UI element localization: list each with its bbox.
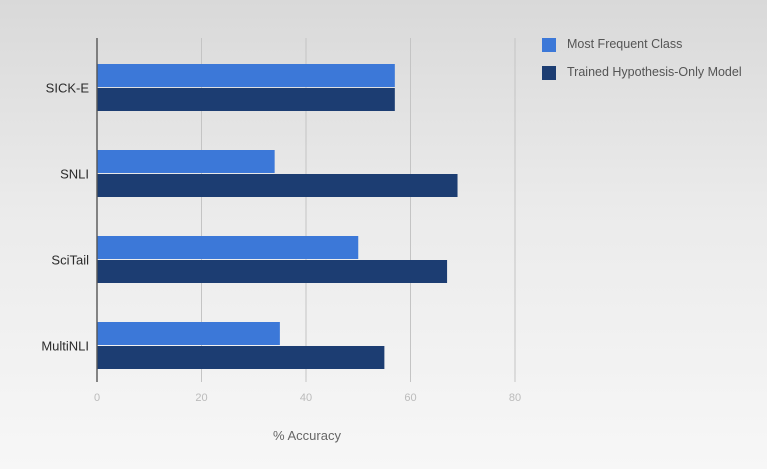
bar-scitail-series-1 (97, 236, 359, 259)
x-axis-ticks: 0 20 40 60 80 (94, 392, 521, 404)
y-axis-categories: SICK-E SNLI SciTail MultiNLI (41, 81, 89, 354)
legend-item-most-frequent-class: Most Frequent Class (542, 36, 752, 53)
legend: Most Frequent Class Trained Hypothesis-O… (542, 36, 752, 92)
legend-label-most-frequent-class: Most Frequent Class (567, 37, 683, 51)
category-label-sick-e: SICK-E (46, 81, 90, 96)
x-tick-label-60: 60 (404, 392, 416, 404)
bar-multinli-series-1 (97, 322, 280, 345)
category-label-multinli: MultiNLI (41, 339, 89, 354)
x-tick-label-0: 0 (94, 392, 100, 404)
x-axis-title: % Accuracy (273, 428, 341, 443)
bar-multinli-series-2 (97, 346, 385, 369)
x-tick-label-80: 80 (509, 392, 521, 404)
bar-snli-series-1 (97, 150, 275, 173)
legend-label-trained-hypothesis-only-model: Trained Hypothesis-Only Model (567, 65, 742, 79)
legend-swatch-most-frequent-class (542, 38, 556, 52)
category-label-snli: SNLI (60, 167, 89, 182)
bar-sick-e-series-1 (97, 64, 395, 87)
bars (97, 64, 458, 369)
x-tick-label-20: 20 (195, 392, 207, 404)
legend-swatch-trained-hypothesis-only-model (542, 66, 556, 80)
x-tick-label-40: 40 (300, 392, 312, 404)
category-label-scitail: SciTail (51, 253, 89, 268)
bar-sick-e-series-2 (97, 88, 395, 111)
bar-snli-series-2 (97, 174, 458, 197)
bar-scitail-series-2 (97, 260, 448, 283)
legend-item-trained-hypothesis-only-model: Trained Hypothesis-Only Model (542, 64, 752, 81)
